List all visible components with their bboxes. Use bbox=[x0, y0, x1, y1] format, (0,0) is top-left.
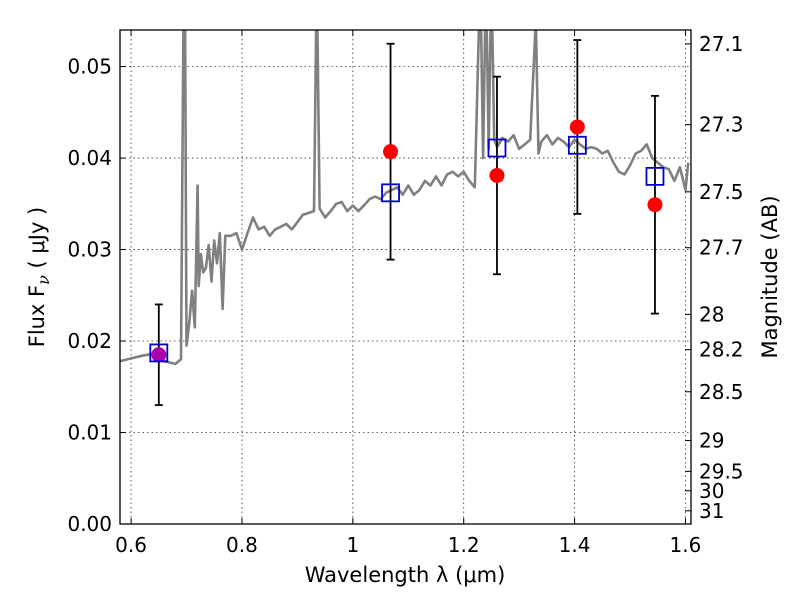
y2-tick-label: 30 bbox=[699, 479, 724, 503]
y-tick-label: 0.00 bbox=[67, 512, 112, 536]
x-tick-label: 1.2 bbox=[448, 533, 480, 557]
y-axis-label-unit: ( μJy ) bbox=[25, 207, 49, 275]
x-tick-label: 0.8 bbox=[226, 533, 258, 557]
y2-axis-label-group: Magnitude (AB) bbox=[758, 195, 782, 358]
y-tick-label: 0.04 bbox=[67, 146, 112, 170]
y-axis-label-subscript: ν bbox=[34, 275, 53, 285]
x-tick-label: 1.6 bbox=[670, 533, 702, 557]
y-axis-label-main: Flux F bbox=[25, 285, 49, 347]
y2-tick-label: 31 bbox=[699, 499, 724, 523]
y-tick-label: 0.05 bbox=[67, 55, 112, 79]
y-tick-label: 0.02 bbox=[67, 329, 112, 353]
y2-tick-label: 29 bbox=[699, 429, 724, 453]
axis-ticks: 0.6 0.8 1 1.2 1.4 1.6 0.00 0.01 0.02 0.03 0.04 0.05… bbox=[67, 30, 744, 557]
y-tick-label: 0.03 bbox=[67, 238, 112, 262]
synthetic-points-layer bbox=[149, 135, 665, 363]
y-tick-label: 0.01 bbox=[67, 421, 112, 445]
observed-points-layer bbox=[151, 119, 663, 363]
y2-tick-label: 27.7 bbox=[699, 236, 744, 260]
y2-tick-label: 27.5 bbox=[699, 180, 744, 204]
y2-axis-label: Magnitude (AB) bbox=[758, 195, 782, 358]
x-axis-label: Wavelength λ (μm) bbox=[305, 563, 506, 587]
synthetic-point bbox=[567, 135, 587, 155]
observed-point bbox=[383, 144, 399, 160]
x-tick-label: 1.4 bbox=[559, 533, 591, 557]
y2-tick-label: 29.5 bbox=[699, 459, 744, 483]
plot-frame bbox=[119, 29, 692, 525]
y-axis-label: Flux Fν ( μJy ) bbox=[25, 207, 53, 348]
y2-tick-label: 28.2 bbox=[699, 338, 744, 362]
observed-point bbox=[151, 347, 167, 363]
y2-tick-label: 27.3 bbox=[699, 113, 744, 137]
y-axis-label-group: Flux Fν ( μJy ) bbox=[25, 207, 53, 348]
x-tick-label: 1 bbox=[346, 533, 359, 557]
y2-tick-label: 28.5 bbox=[699, 380, 744, 404]
synthetic-point bbox=[381, 183, 400, 203]
synthetic-point bbox=[149, 343, 169, 363]
y2-tick-label: 27.1 bbox=[699, 32, 744, 56]
observed-point bbox=[569, 119, 585, 135]
synthetic-point bbox=[487, 138, 507, 158]
synthetic-point bbox=[645, 166, 665, 186]
observed-point bbox=[647, 197, 663, 213]
x-tick-label: 0.6 bbox=[115, 533, 147, 557]
observed-point bbox=[489, 167, 505, 183]
y2-tick-label: 28 bbox=[699, 302, 724, 326]
